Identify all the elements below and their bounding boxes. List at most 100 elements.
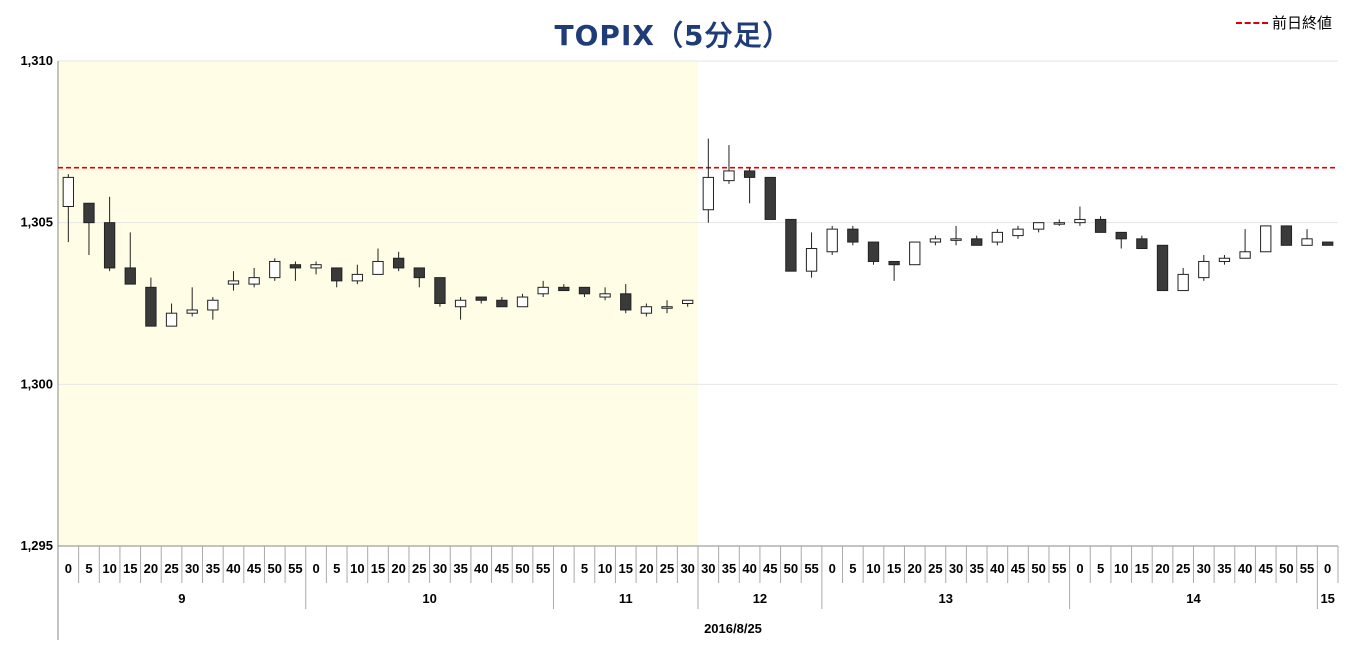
candle-body-down xyxy=(867,241,880,262)
hour-group-label: 13 xyxy=(939,591,953,606)
legend: 前日終値 xyxy=(1235,12,1332,33)
x-tick-label: 10 xyxy=(1114,561,1128,576)
candle-body-up xyxy=(805,248,818,272)
candle-body-down xyxy=(289,264,302,269)
candle-body-down xyxy=(1280,225,1293,246)
x-tick-label: 25 xyxy=(1176,561,1190,576)
candle-body-up xyxy=(207,299,219,311)
x-tick-label: 20 xyxy=(391,561,405,576)
candle-body-up xyxy=(372,260,384,275)
x-tick-label: 45 xyxy=(495,561,509,576)
candles xyxy=(62,138,1334,327)
candle-body-up xyxy=(351,273,364,282)
candle-body-up xyxy=(1218,257,1231,262)
candle-body-down xyxy=(1156,244,1169,292)
x-tick-label: 15 xyxy=(1135,561,1149,576)
x-tick-label: 0 xyxy=(312,561,319,576)
candle-body-down xyxy=(620,293,632,311)
x-tick-label: 15 xyxy=(887,561,901,576)
candle-body-up xyxy=(909,241,921,266)
candle-body-up xyxy=(640,306,653,314)
candle-body-down xyxy=(743,170,756,178)
candle-body-up xyxy=(165,312,178,327)
x-tick-label: 30 xyxy=(701,561,715,576)
x-tick-label: 25 xyxy=(412,561,426,576)
x-tick-label: 50 xyxy=(268,561,282,576)
morning-session-shading xyxy=(58,61,698,546)
x-tick-label: 30 xyxy=(680,561,694,576)
candle-body-up xyxy=(991,231,1004,243)
x-tick-label: 40 xyxy=(474,561,488,576)
legend-label: 前日終値 xyxy=(1271,14,1332,32)
x-tick-label: 20 xyxy=(908,561,922,576)
x-tick-label: 45 xyxy=(1011,561,1025,576)
candle-body-up xyxy=(929,238,942,243)
x-tick-label: 40 xyxy=(226,561,240,576)
hour-group-label: 11 xyxy=(619,591,633,606)
x-tick-label: 0 xyxy=(829,561,836,576)
candle-body-down xyxy=(124,267,136,285)
candle-body-up xyxy=(537,286,549,295)
x-tick-label: 0 xyxy=(1076,561,1083,576)
y-tick-label: 1,305 xyxy=(20,215,53,230)
x-tick-label: 40 xyxy=(1238,561,1252,576)
candle-body-down xyxy=(558,286,570,292)
x-tick-label: 50 xyxy=(515,561,529,576)
x-tick-label: 5 xyxy=(849,561,856,576)
candle-body-down xyxy=(1136,238,1148,250)
candle-body-down xyxy=(103,222,116,269)
x-tick-label: 35 xyxy=(969,561,983,576)
candle-body-up xyxy=(1260,225,1272,253)
x-axis-labels: 0 5 10 15 20 25 30 35 40 45 50 55 0 5 10 15 20 25 30 35 40 45… xyxy=(65,546,1339,609)
x-tick-label: 15 xyxy=(619,561,633,576)
x-tick-label: 50 xyxy=(1279,561,1293,576)
x-tick-label: 10 xyxy=(866,561,880,576)
candle-body-down xyxy=(83,202,95,224)
legend-dashed-line-icon xyxy=(1235,21,1268,24)
hour-group-label: 12 xyxy=(753,591,767,606)
x-tick-label: 35 xyxy=(1217,561,1231,576)
candle-body-down xyxy=(434,277,446,304)
x-tick-label: 25 xyxy=(660,561,674,576)
candle-body-up xyxy=(682,299,694,304)
candle-body-down xyxy=(413,267,425,279)
x-tick-label: 10 xyxy=(598,561,612,576)
candle-body-up xyxy=(186,309,198,314)
hour-group-label: 15 xyxy=(1320,591,1334,606)
candle-body-down xyxy=(331,267,343,282)
x-tick-label: 10 xyxy=(102,561,116,576)
x-tick-label: 30 xyxy=(185,561,199,576)
candle-body-up xyxy=(826,228,838,253)
y-tick-label: 1,300 xyxy=(20,376,53,391)
x-tick-label: 0 xyxy=(560,561,567,576)
x-tick-label: 45 xyxy=(1259,561,1273,576)
x-tick-label: 50 xyxy=(784,561,798,576)
candle-body-up xyxy=(62,176,74,207)
x-tick-label: 25 xyxy=(164,561,178,576)
x-tick-label: 15 xyxy=(371,561,385,576)
x-tick-label: 5 xyxy=(581,561,588,576)
candle-body-up xyxy=(516,296,529,308)
candle-body-down xyxy=(1094,218,1107,233)
x-tick-label: 0 xyxy=(1324,561,1331,576)
x-tick-label: 15 xyxy=(123,561,137,576)
x-tick-label: 5 xyxy=(333,561,340,576)
x-tick-label: 30 xyxy=(433,561,447,576)
candle-body-up xyxy=(1239,251,1251,259)
candle-body-down xyxy=(971,238,983,246)
candle-body-up xyxy=(1301,238,1313,246)
x-tick-label: 20 xyxy=(144,561,158,576)
candle-body-down xyxy=(578,286,591,295)
candle-body-down xyxy=(847,228,859,243)
candle-body-down xyxy=(785,218,797,272)
hour-group-label: 10 xyxy=(422,591,436,606)
x-tick-label: 40 xyxy=(742,561,756,576)
x-tick-label: 55 xyxy=(536,561,550,576)
x-tick-label: 45 xyxy=(763,561,777,576)
candle-body-up xyxy=(1012,228,1024,237)
candle-body-up xyxy=(310,264,322,269)
candle-body-down xyxy=(1322,241,1334,246)
x-tick-label: 40 xyxy=(990,561,1004,576)
x-tick-label: 0 xyxy=(65,561,72,576)
hour-group-label: 14 xyxy=(1186,591,1201,606)
